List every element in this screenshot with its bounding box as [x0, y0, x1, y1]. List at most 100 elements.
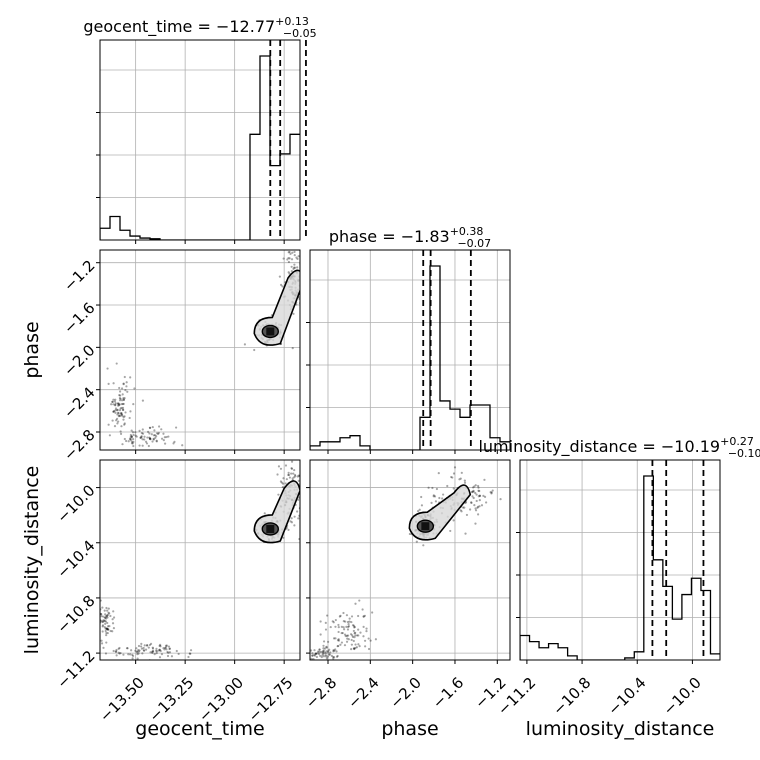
scatter-point — [118, 403, 121, 406]
scatter-point — [324, 652, 327, 655]
scatter-point — [314, 652, 317, 655]
scatter-point — [122, 408, 125, 412]
scatter-point — [332, 637, 336, 640]
scatter-point — [118, 414, 121, 417]
scatter-point — [151, 646, 154, 649]
scatter-point — [158, 656, 162, 659]
scatter-point — [101, 625, 104, 628]
scatter-point — [106, 367, 109, 370]
scatter-point — [420, 495, 423, 499]
scatter-point — [157, 425, 161, 428]
scatter-point — [281, 486, 284, 489]
panel-geocent_time-vs-luminosity_distance — [96, 459, 301, 664]
scatter-point — [164, 644, 168, 647]
contour-core — [266, 524, 275, 533]
scatter-point — [477, 484, 480, 488]
scatter-point — [116, 422, 119, 425]
scatter-point — [296, 510, 299, 513]
scatter-point — [154, 436, 157, 440]
y-tick-label-phase: −2.4 — [60, 383, 98, 421]
scatter-point — [129, 437, 132, 441]
scatter-point — [123, 397, 126, 400]
scatter-point — [288, 272, 291, 275]
scatter-point — [478, 505, 481, 508]
scatter-point — [132, 402, 135, 406]
scatter-point — [105, 627, 108, 630]
scatter-point — [112, 410, 115, 413]
scatter-point — [353, 647, 356, 651]
scatter-point — [351, 635, 355, 638]
scatter-point — [129, 433, 132, 437]
scatter-point — [263, 512, 266, 515]
scatter-point — [104, 652, 108, 655]
scatter-point — [102, 619, 105, 622]
scatter-point — [101, 606, 104, 609]
scatter-point — [175, 426, 178, 429]
scatter-point — [349, 633, 353, 636]
scatter-point — [121, 393, 124, 396]
scatter-point — [317, 650, 320, 653]
scatter-point — [112, 627, 116, 630]
scatter-point — [160, 437, 164, 440]
scatter-point — [120, 406, 123, 410]
scatter-point — [319, 620, 322, 623]
scatter-point — [284, 464, 288, 467]
scatter-point — [118, 402, 121, 405]
scatter-point — [490, 492, 493, 495]
scatter-point — [289, 252, 292, 256]
scatter-point — [322, 655, 326, 658]
scatter-point — [134, 431, 137, 434]
scatter-point — [119, 394, 122, 397]
scatter-point — [472, 489, 475, 492]
scatter-point — [146, 644, 149, 647]
scatter-point — [135, 435, 138, 438]
scatter-point — [123, 375, 126, 379]
scatter-point — [471, 490, 474, 493]
scatter-point — [155, 647, 158, 650]
scatter-point — [287, 473, 291, 477]
scatter-point — [369, 639, 372, 642]
scatter-point — [149, 642, 153, 646]
scatter-point — [450, 475, 453, 479]
scatter-point — [340, 641, 344, 644]
scatter-point — [168, 647, 172, 650]
scatter-point — [143, 649, 146, 652]
scatter-point — [140, 435, 143, 438]
scatter-point — [330, 654, 333, 657]
scatter-point — [165, 644, 168, 647]
scatter-point — [131, 442, 134, 445]
scatter-point — [418, 508, 421, 511]
scatter-point — [138, 444, 141, 447]
scatter-point — [318, 648, 321, 651]
scatter-point — [131, 657, 134, 660]
title-sup: +0.27 — [720, 435, 754, 448]
scatter-point — [149, 438, 152, 441]
scatter-point — [342, 626, 345, 629]
scatter-point — [332, 657, 335, 660]
panel-hist-phase — [306, 249, 511, 454]
scatter-point — [293, 254, 296, 257]
scatter-point — [113, 425, 117, 428]
scatter-point — [167, 435, 170, 438]
scatter-point — [104, 627, 107, 630]
scatter-point — [117, 647, 120, 650]
scatter-point — [324, 655, 328, 658]
x-tick-label-phase: −2.0 — [387, 674, 425, 712]
scatter-point — [137, 650, 140, 653]
scatter-point — [472, 496, 475, 500]
scatter-point — [122, 398, 125, 402]
scatter-point — [130, 442, 134, 445]
scatter-point — [351, 634, 354, 637]
scatter-point — [177, 652, 180, 656]
scatter-point — [158, 648, 161, 651]
scatter-point — [141, 399, 145, 402]
scatter-point — [115, 362, 118, 365]
scatter-point — [295, 256, 298, 259]
scatter-point — [100, 612, 103, 616]
scatter-point — [118, 399, 122, 402]
scatter-point — [118, 386, 121, 390]
scatter-point — [105, 615, 108, 618]
scatter-point — [374, 638, 378, 641]
scatter-point — [334, 625, 337, 628]
